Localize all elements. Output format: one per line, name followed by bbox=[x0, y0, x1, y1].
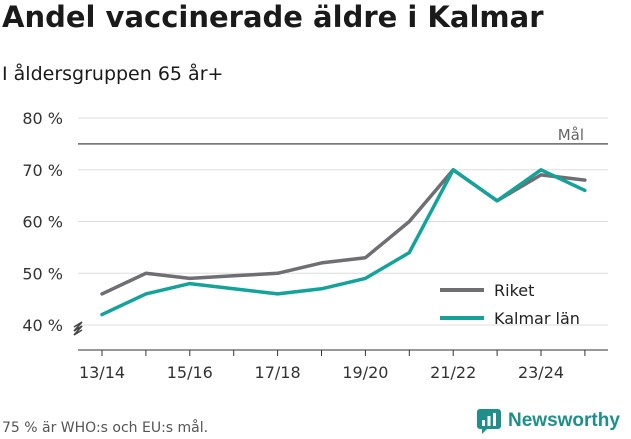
newsworthy-logo-text: Newsworthy bbox=[508, 410, 620, 431]
axis-break-icon bbox=[73, 321, 83, 336]
x-tick-label: 23/24 bbox=[518, 363, 564, 382]
x-tick-label: 13/14 bbox=[79, 363, 125, 382]
chart-title: Andel vaccinerade äldre i Kalmar bbox=[2, 0, 544, 34]
footnote: 75 % är WHO:s och EU:s mål. bbox=[2, 420, 209, 436]
y-tick-label: 70 % bbox=[22, 161, 63, 180]
kalmar-line bbox=[100, 168, 587, 317]
x-tick-label: 21/22 bbox=[430, 363, 476, 382]
newsworthy-logo-icon bbox=[477, 409, 501, 434]
target-label: Mål bbox=[558, 126, 584, 144]
legend-label: Riket bbox=[494, 281, 534, 300]
y-tick-label: 40 % bbox=[22, 316, 63, 335]
x-tick-label: 19/20 bbox=[342, 363, 388, 382]
y-tick-label: 60 % bbox=[22, 213, 63, 232]
chart-subtitle: I åldersgruppen 65 år+ bbox=[2, 63, 224, 85]
y-tick-label: 50 % bbox=[22, 264, 63, 283]
y-tick-label: 80 % bbox=[22, 109, 63, 128]
x-tick-label: 15/16 bbox=[167, 363, 213, 382]
legend-label: Kalmar län bbox=[494, 309, 580, 328]
x-tick-label: 17/18 bbox=[255, 363, 301, 382]
newsworthy-logo: Newsworthy bbox=[476, 408, 620, 434]
